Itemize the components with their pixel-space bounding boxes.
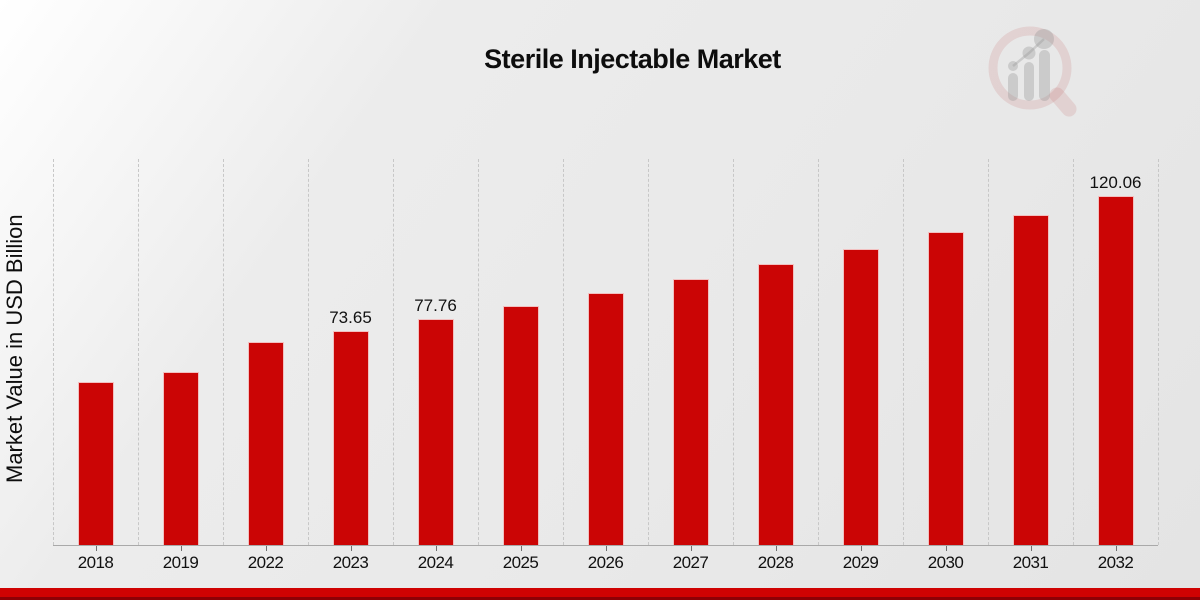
gridline xyxy=(988,159,989,545)
bar-2022 xyxy=(247,342,284,545)
gridline xyxy=(1073,159,1074,545)
x-tick-label-2028: 2028 xyxy=(757,553,794,572)
logo-ring xyxy=(988,26,1072,110)
logo-bar-small xyxy=(1008,73,1018,101)
gridline xyxy=(563,159,564,545)
magnifier-bar-chart-watermark-logo xyxy=(988,26,1077,117)
axis-tick-2019 xyxy=(180,546,182,551)
gridline xyxy=(478,159,479,545)
gridline xyxy=(903,159,904,545)
bar-value-label-2023: 73.65 xyxy=(329,308,372,327)
logo-bar-tall xyxy=(1039,50,1050,101)
chart-title: Sterile Injectable Market xyxy=(484,44,781,74)
gridline xyxy=(733,159,734,545)
bar-2023 xyxy=(332,331,369,545)
x-tick-label-2026: 2026 xyxy=(587,553,624,572)
bar-value-label-2032: 120.06 xyxy=(1089,173,1142,192)
gridline xyxy=(393,159,394,545)
axis-tick-2028 xyxy=(775,546,777,551)
bar-2032 xyxy=(1097,196,1134,545)
gridline xyxy=(1158,159,1159,545)
x-axis-line xyxy=(53,545,1158,546)
bar-2030 xyxy=(927,232,964,545)
x-tick-label-2019: 2019 xyxy=(162,553,199,572)
x-tick-label-2018: 2018 xyxy=(77,553,114,572)
x-tick-label-2030: 2030 xyxy=(927,553,964,572)
gridline xyxy=(648,159,649,545)
axis-tick-2032 xyxy=(1115,546,1117,551)
bar-2025 xyxy=(502,306,539,545)
x-tick-label-2022: 2022 xyxy=(247,553,284,572)
axis-tick-2031 xyxy=(1030,546,1032,551)
axis-tick-2027 xyxy=(690,546,692,551)
x-tick-label-2024: 2024 xyxy=(417,553,454,572)
bar-2026 xyxy=(587,293,624,545)
bar-2019 xyxy=(162,372,199,545)
axis-tick-2024 xyxy=(435,546,437,551)
bar-value-label-2024: 77.76 xyxy=(414,296,457,315)
x-tick-label-2025: 2025 xyxy=(502,553,539,572)
gridline xyxy=(223,159,224,545)
gridline xyxy=(138,159,139,545)
axis-tick-2025 xyxy=(520,546,522,551)
logo-dot-small xyxy=(1008,61,1018,71)
logo-magnifier-handle xyxy=(1049,87,1077,117)
footer-banner xyxy=(0,588,1200,600)
x-tick-label-2029: 2029 xyxy=(842,553,879,572)
gridline xyxy=(818,159,819,545)
axis-tick-2026 xyxy=(605,546,607,551)
bar-2024 xyxy=(417,319,454,545)
bar-2028 xyxy=(757,264,794,545)
gridline xyxy=(308,159,309,545)
bar-2029 xyxy=(842,249,879,545)
axis-tick-2023 xyxy=(350,546,352,551)
plot-area: 2018 2019 2022 73.65 2023 77.76 2024 2025 2026 20… xyxy=(53,159,1159,572)
bar-2027 xyxy=(672,279,709,545)
axis-tick-2018 xyxy=(95,546,97,551)
axis-tick-2030 xyxy=(945,546,947,551)
x-tick-label-2031: 2031 xyxy=(1012,553,1049,572)
footer-banner-red-stripe xyxy=(0,588,1200,597)
y-axis-label: Market Value in USD Billion xyxy=(2,214,27,484)
footer-banner-dark-stripe xyxy=(0,597,1200,600)
gridline xyxy=(53,159,54,545)
axis-tick-2022 xyxy=(265,546,267,551)
x-tick-label-2027: 2027 xyxy=(672,553,709,572)
bar-2018 xyxy=(77,382,114,545)
logo-trend-line xyxy=(1012,38,1045,67)
logo-bar-medium xyxy=(1024,62,1034,101)
bar-2031 xyxy=(1012,215,1049,545)
x-tick-label-2023: 2023 xyxy=(332,553,369,572)
logo-dot-large xyxy=(1034,29,1054,49)
axis-tick-2029 xyxy=(860,546,862,551)
logo-dot-medium xyxy=(1022,46,1036,60)
x-tick-label-2032: 2032 xyxy=(1097,553,1134,572)
